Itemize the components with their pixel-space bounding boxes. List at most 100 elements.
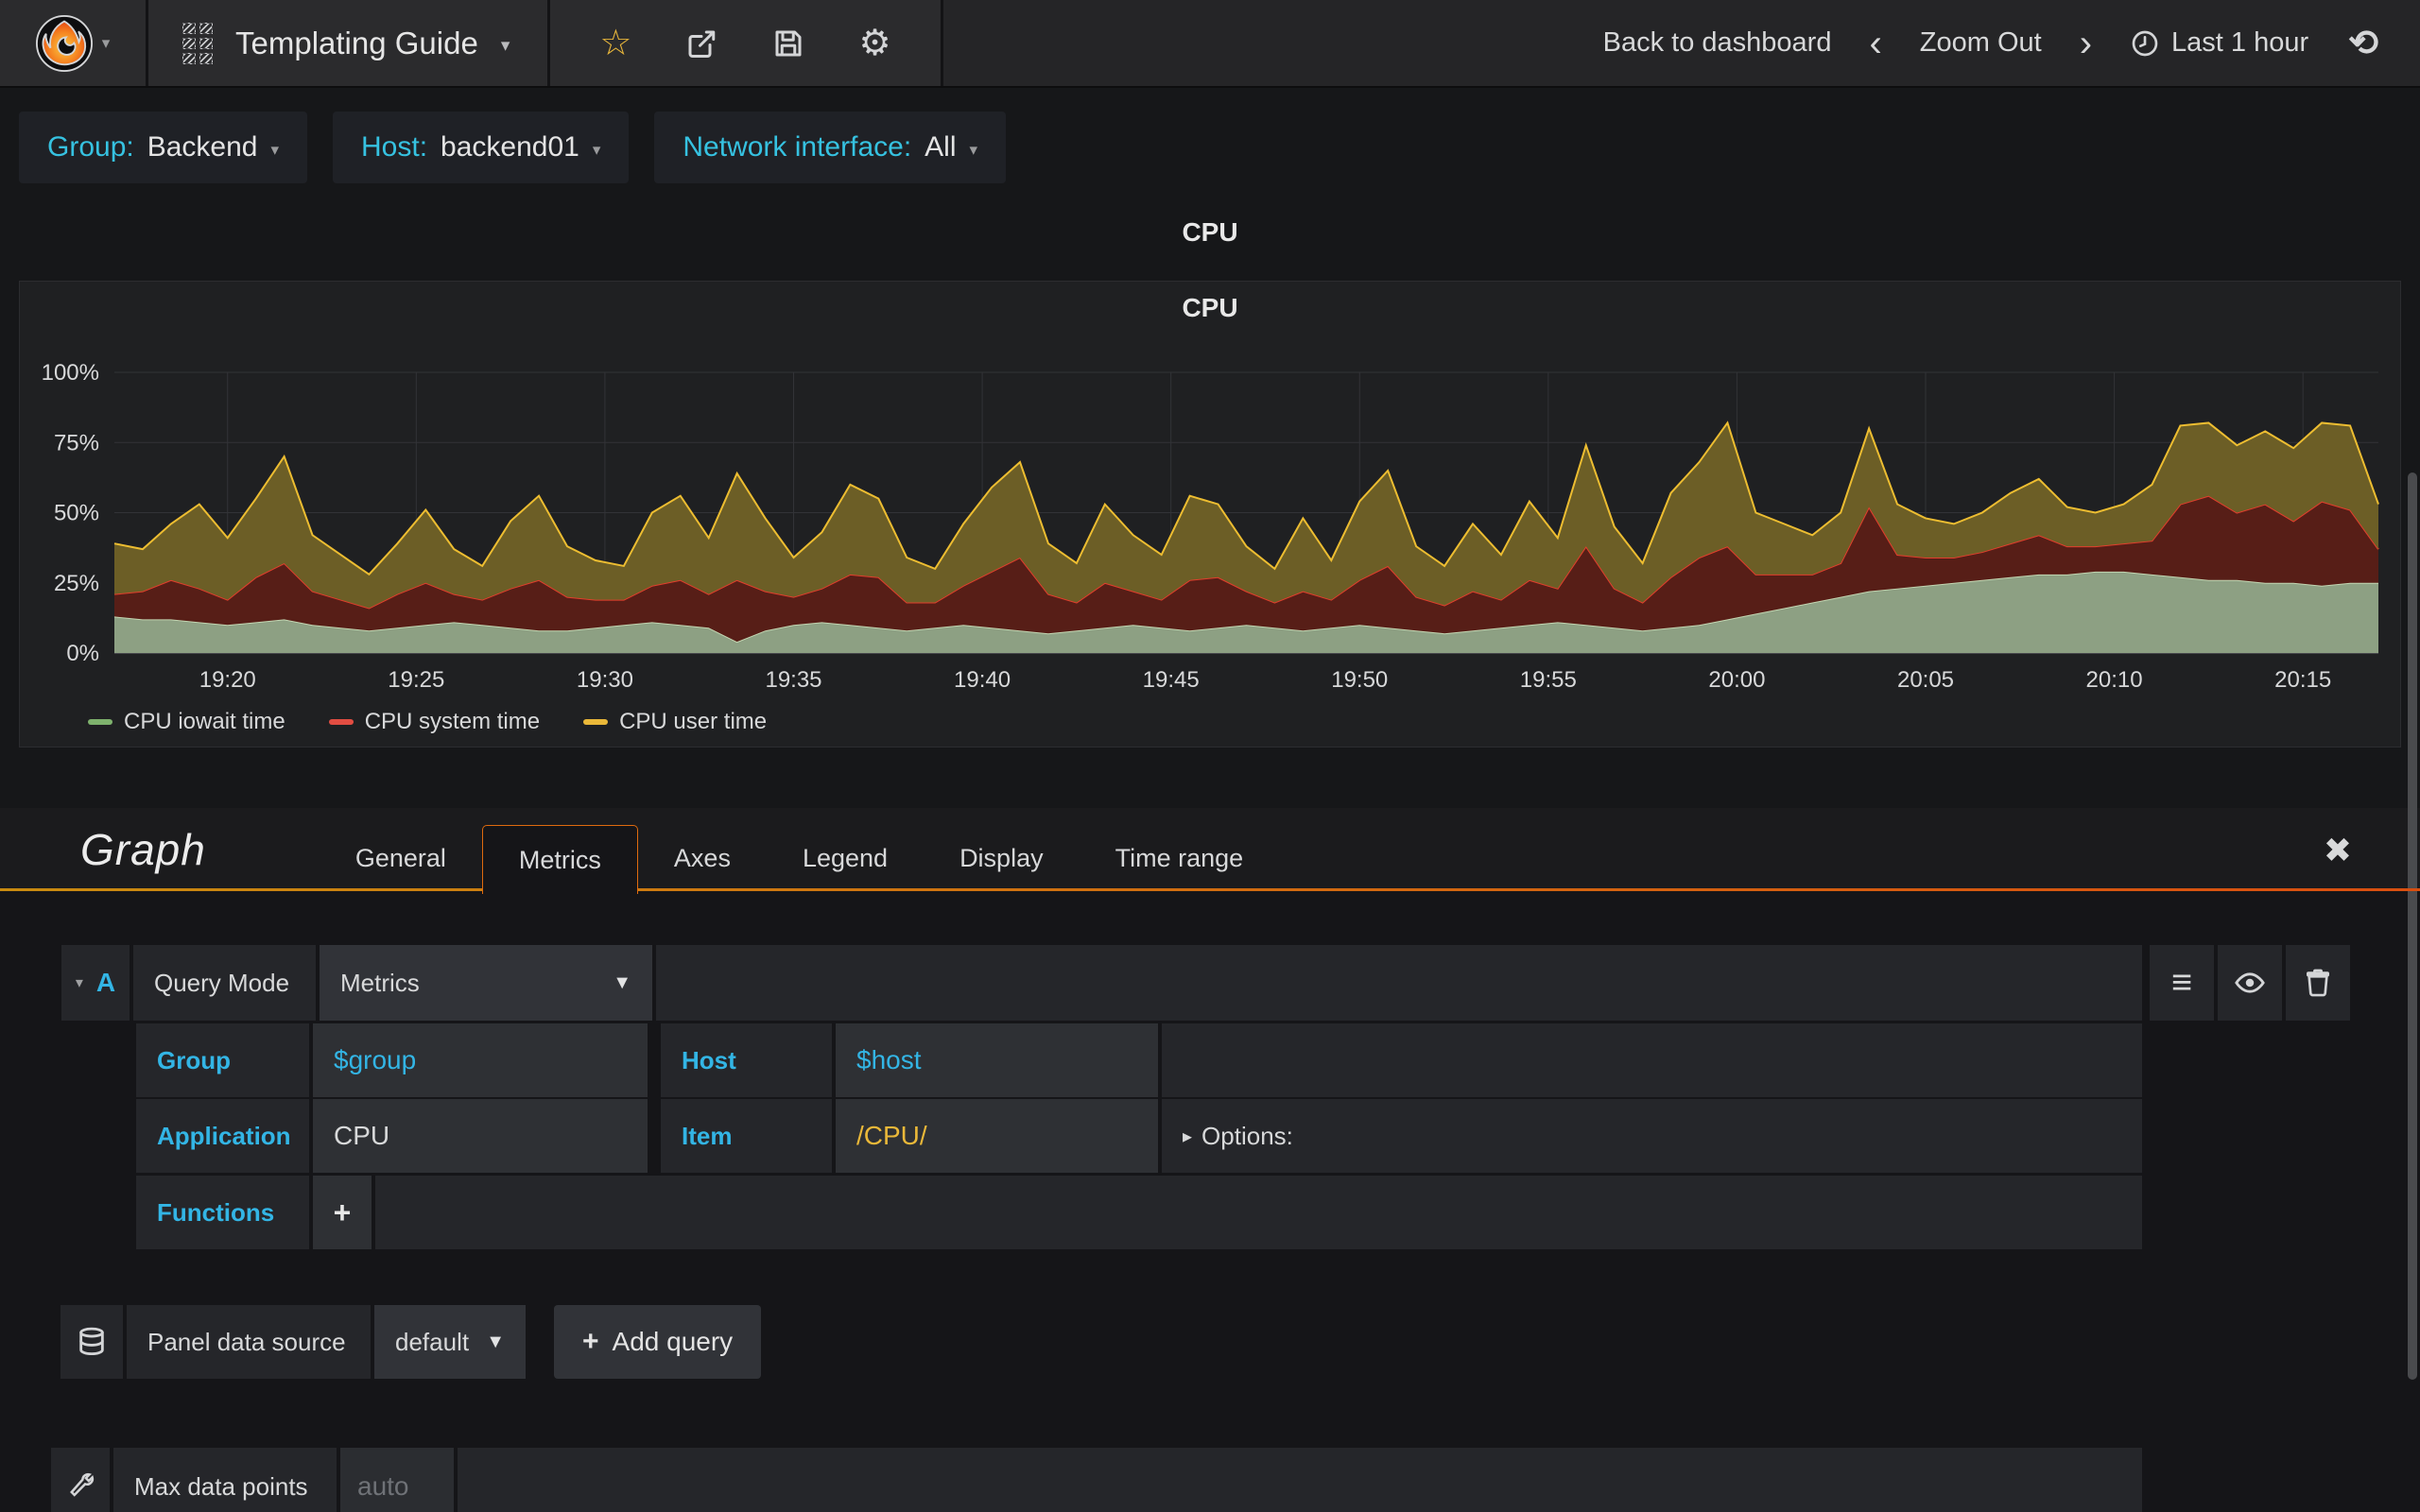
tab-general[interactable]: General bbox=[354, 843, 446, 872]
query-row-filler bbox=[656, 945, 2142, 1021]
add-function-button[interactable]: + bbox=[313, 1176, 372, 1249]
query-row-header: ▾ A Query Mode Metrics ▼ bbox=[61, 945, 2142, 1021]
svg-text:19:50: 19:50 bbox=[1331, 667, 1388, 693]
tab-metrics[interactable]: Metrics bbox=[481, 825, 638, 894]
svg-text:20:00: 20:00 bbox=[1708, 667, 1765, 693]
chevron-down-icon: ▼ bbox=[486, 1331, 505, 1352]
svg-text:19:25: 19:25 bbox=[388, 667, 444, 693]
time-shift-left-icon[interactable]: ‹ bbox=[1869, 22, 1882, 64]
trash-icon bbox=[2303, 968, 2333, 998]
dashboard-grid-icon bbox=[182, 22, 213, 64]
tab-time-range[interactable]: Time range bbox=[1115, 843, 1244, 872]
metrics-tab-content: ▾ A Query Mode Metrics ▼ ≡ bbox=[0, 891, 2420, 1512]
star-icon[interactable]: ☆ bbox=[599, 23, 632, 63]
datasource-row: Panel data source default ▼ + Add query bbox=[60, 1305, 762, 1379]
svg-text:19:40: 19:40 bbox=[954, 667, 1011, 693]
query-row-group-host: Group $group Host $host bbox=[136, 1023, 2142, 1097]
chevron-down-icon: ▾ bbox=[101, 33, 111, 52]
dashboard-picker[interactable]: Templating Guide ▾ bbox=[148, 0, 551, 86]
time-shift-right-icon[interactable]: › bbox=[2079, 22, 2093, 64]
options-toggle[interactable]: ▸ Options: bbox=[1162, 1099, 2142, 1173]
query-menu-button[interactable]: ≡ bbox=[2150, 945, 2214, 1021]
max-data-points-input[interactable] bbox=[340, 1448, 454, 1512]
group-label: Group bbox=[136, 1023, 309, 1097]
chart-legend: CPU iowait time CPU system time CPU user t… bbox=[88, 709, 767, 735]
svg-text:75%: 75% bbox=[54, 430, 99, 455]
cpu-area-chart[interactable]: 19:20 19:25 19:30 19:35 19:40 19:45 19:50 19:55… bbox=[20, 336, 2402, 705]
legend-swatch bbox=[583, 719, 609, 725]
query-toggle-visibility-button[interactable] bbox=[2218, 945, 2282, 1021]
svg-text:19:45: 19:45 bbox=[1143, 667, 1200, 693]
query-mode-select[interactable]: Metrics ▼ bbox=[320, 945, 652, 1021]
chevron-right-icon: ▸ bbox=[1183, 1125, 1193, 1147]
item-label: Item bbox=[661, 1099, 832, 1173]
legend-label: CPU user time bbox=[619, 709, 768, 734]
tab-display[interactable]: Display bbox=[959, 843, 1044, 872]
row-filler bbox=[458, 1448, 2142, 1512]
max-data-points-label: Max data points bbox=[113, 1448, 337, 1512]
wrench-icon bbox=[66, 1472, 95, 1501]
editor-tabs: General Metrics Axes Legend Display Time rang… bbox=[320, 825, 1279, 894]
panel-header-title: CPU bbox=[1182, 217, 1238, 247]
datasource-select[interactable]: default ▼ bbox=[374, 1305, 526, 1379]
query-actions: ≡ bbox=[2150, 945, 2350, 1021]
query-row-functions: Functions + bbox=[136, 1176, 2142, 1249]
back-to-dashboard-button[interactable]: Back to dashboard bbox=[1602, 27, 1832, 58]
host-label: Host bbox=[661, 1023, 832, 1097]
svg-text:19:20: 19:20 bbox=[199, 667, 256, 693]
template-variables: Group: Backend ▾ Host: backend01 ▾ Network int… bbox=[19, 112, 1007, 183]
close-icon[interactable]: ✖ bbox=[2323, 831, 2352, 869]
query-collapse-toggle[interactable]: ▾ A bbox=[61, 945, 130, 1021]
scrollbar-thumb[interactable] bbox=[2408, 472, 2417, 1380]
add-query-button[interactable]: + Add query bbox=[554, 1305, 762, 1379]
svg-text:20:05: 20:05 bbox=[1897, 667, 1954, 693]
application-label: Application bbox=[136, 1099, 309, 1173]
max-data-points-row: Max data points bbox=[51, 1448, 2142, 1512]
svg-text:0%: 0% bbox=[66, 641, 99, 666]
datasource-icon-cell bbox=[60, 1305, 123, 1379]
variable-dropdown-host[interactable]: Host: backend01 ▾ bbox=[333, 112, 630, 183]
navbar-tools: ☆ ⚙ bbox=[550, 0, 943, 86]
item-input[interactable]: /CPU/ bbox=[836, 1099, 1158, 1173]
time-range-picker[interactable]: Last 1 hour bbox=[2130, 27, 2308, 59]
gear-icon[interactable]: ⚙ bbox=[858, 23, 891, 63]
legend-item[interactable]: CPU iowait time bbox=[88, 709, 285, 735]
wrench-icon-cell bbox=[51, 1448, 110, 1512]
tab-axes[interactable]: Axes bbox=[673, 843, 731, 872]
variable-dropdown-group[interactable]: Group: Backend ▾ bbox=[19, 112, 308, 183]
row-filler bbox=[1162, 1023, 2142, 1097]
legend-item[interactable]: CPU system time bbox=[328, 709, 541, 735]
svg-text:100%: 100% bbox=[42, 360, 99, 386]
svg-text:25%: 25% bbox=[54, 571, 99, 596]
variable-value: Backend bbox=[147, 131, 258, 163]
tab-legend[interactable]: Legend bbox=[802, 843, 889, 872]
legend-item[interactable]: CPU user time bbox=[583, 709, 767, 735]
refresh-icon[interactable]: ⟲ bbox=[2348, 23, 2378, 63]
variable-dropdown-network-interface[interactable]: Network interface: All ▾ bbox=[654, 112, 1007, 183]
chevron-down-icon: ▾ bbox=[270, 141, 280, 159]
graph-title[interactable]: CPU bbox=[1182, 293, 1238, 322]
host-input[interactable]: $host bbox=[836, 1023, 1158, 1097]
tab-underline bbox=[0, 888, 2420, 891]
variable-value: All bbox=[925, 131, 957, 163]
grafana-menu[interactable]: ▾ bbox=[0, 0, 148, 86]
panel-type-title: Graph bbox=[80, 825, 206, 874]
chevron-down-icon: ▾ bbox=[592, 141, 601, 159]
panel-editor-header: Graph General Metrics Axes Legend Display Tim… bbox=[0, 808, 2420, 894]
query-row-app-item: Application CPU Item /CPU/ ▸ Options: bbox=[136, 1099, 2142, 1173]
svg-text:20:15: 20:15 bbox=[2274, 667, 2331, 693]
zoom-out-button[interactable]: Zoom Out bbox=[1919, 27, 2042, 58]
variable-label: Network interface: bbox=[683, 131, 912, 163]
save-icon[interactable] bbox=[771, 26, 805, 60]
variable-label: Host: bbox=[361, 131, 428, 163]
share-icon[interactable] bbox=[684, 26, 718, 60]
group-input[interactable]: $group bbox=[313, 1023, 648, 1097]
query-delete-button[interactable] bbox=[2286, 945, 2350, 1021]
chevron-down-icon: ▾ bbox=[75, 975, 83, 991]
query-mode-label: Query Mode bbox=[133, 945, 316, 1021]
application-input[interactable]: CPU bbox=[313, 1099, 648, 1173]
legend-label: CPU system time bbox=[364, 709, 541, 734]
variable-value: backend01 bbox=[441, 131, 579, 163]
database-icon bbox=[76, 1326, 108, 1358]
